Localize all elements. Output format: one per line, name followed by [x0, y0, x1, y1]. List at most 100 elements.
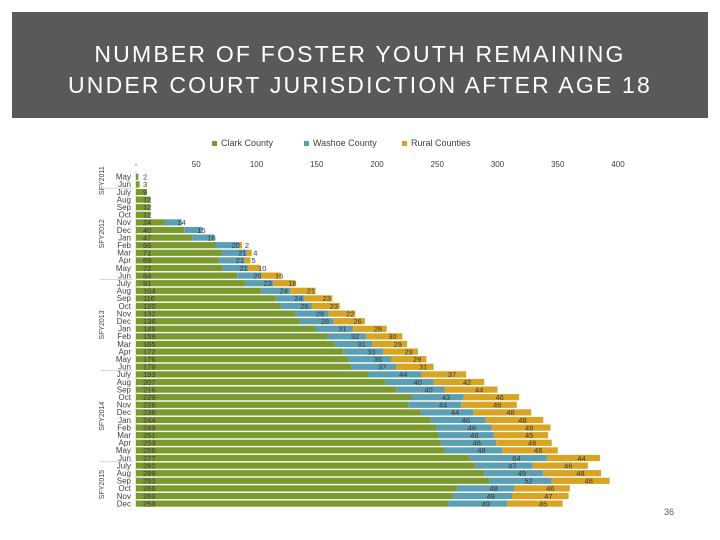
bar-washoe [221, 249, 247, 256]
x-tick-label: 200 [370, 160, 384, 169]
bar-washoe [261, 287, 291, 294]
bar-clark [136, 401, 409, 408]
legend-swatch-clark [212, 141, 217, 147]
data-label-clark: 207 [143, 378, 156, 387]
bar-clark [136, 318, 300, 325]
bar-washoe [192, 234, 215, 241]
data-label-clark: 165 [143, 340, 156, 349]
y-tick-label: Mar [117, 340, 131, 349]
bar-clark [136, 295, 276, 302]
bar-clark [136, 234, 193, 241]
legend-label-washoe: Washoe County [313, 138, 377, 148]
data-label-rural: 29 [413, 355, 421, 364]
data-label-washoe: 28 [316, 309, 324, 318]
bar-clark [136, 188, 147, 196]
data-label-clark: 84 [143, 271, 151, 280]
bar-washoe [348, 356, 392, 363]
bar-clark [136, 340, 335, 348]
bar-clark [136, 356, 349, 363]
bar-washoe [385, 378, 434, 386]
data-label-washoe: 33 [367, 347, 375, 356]
y-tick-label: Aug [117, 287, 131, 296]
data-label-clark: 120 [143, 302, 156, 311]
data-label-rural: 47 [544, 492, 552, 501]
y-tick-label: Jun [118, 180, 131, 189]
legend-item-rural: Rural Counties [402, 138, 471, 148]
y-tick-label: Jun [118, 454, 131, 463]
bar-clark [136, 257, 220, 264]
y-tick-label: Nov [117, 401, 131, 410]
bar-washoe [219, 257, 245, 264]
data-label-washoe: 20 [253, 271, 261, 280]
data-label-washoe: 31 [338, 325, 346, 334]
bar-washoe [440, 439, 497, 446]
x-tick-label: 300 [491, 160, 505, 169]
data-label-rural: 5 [251, 256, 255, 265]
legend-item-clark: Clark County [212, 138, 273, 148]
bar-clark [136, 394, 412, 401]
data-label-washoe: 46 [470, 431, 478, 440]
bar-washoe [438, 432, 494, 439]
y-tick-label: Jun [118, 363, 131, 372]
bar-clark [136, 492, 453, 500]
y-tick-label: Dec [117, 499, 131, 508]
data-label-clark: 226 [143, 401, 156, 410]
y-tick-label: Mar [117, 431, 131, 440]
bar-washoe [315, 325, 353, 332]
bar-rural [383, 348, 418, 355]
data-label-clark: 24 [143, 218, 151, 227]
bar-washoe [275, 295, 305, 302]
bar-washoe [484, 470, 544, 477]
data-label-clark: 69 [143, 256, 151, 265]
data-label-washoe: 28 [321, 317, 329, 326]
bar-clark [136, 416, 431, 424]
bar-rural [463, 394, 520, 401]
legend-swatch-washoe [304, 141, 309, 147]
bar-clark [136, 219, 165, 226]
y-tick-label: Apr [119, 439, 132, 448]
y-tick-label: Oct [119, 393, 132, 402]
bar-rural [502, 447, 558, 454]
bar-rural [246, 249, 252, 256]
data-label-washoe: 21 [238, 249, 246, 258]
data-label-clark: 40 [143, 226, 151, 235]
y-tick-label: Oct [119, 484, 132, 493]
bar-washoe [245, 280, 274, 287]
y-tick-label: May [116, 264, 131, 273]
bar-rural [261, 272, 281, 279]
data-label-clark: 72 [143, 264, 151, 273]
bar-rural [543, 470, 602, 477]
data-label-rural: 46 [493, 401, 501, 410]
x-tick-label: 150 [310, 160, 324, 169]
data-label-clark: 9 [143, 188, 147, 197]
x-tick-label: 350 [551, 160, 565, 169]
y-tick-label: Jun [118, 271, 131, 280]
bar-clark [136, 211, 151, 218]
data-label-washoe: 18 [207, 233, 215, 242]
data-label-clark: 282 [143, 461, 156, 470]
bar-clark [136, 173, 139, 180]
bar-rural [273, 280, 296, 287]
data-label-clark: 159 [143, 332, 156, 341]
y-tick-label: Jan [118, 325, 131, 334]
data-label-rural: 29 [404, 347, 412, 356]
data-label-clark: 216 [143, 385, 156, 394]
data-label-rural: 48 [506, 408, 514, 417]
bar-rural [239, 242, 243, 249]
legend-label-rural: Rural Counties [411, 138, 471, 148]
bar-clark [136, 226, 185, 234]
y-tick-label: Nov [117, 309, 131, 318]
data-label-clark: 149 [143, 325, 156, 334]
data-label-rural: 4 [253, 249, 257, 258]
fiscal-year-label: SFY2012 [99, 219, 106, 248]
data-label-clark: 244 [143, 416, 156, 425]
bar-washoe [452, 492, 512, 500]
data-label-rural: 37 [448, 370, 456, 379]
data-label-rural: 44 [577, 454, 585, 463]
bar-washoe [351, 363, 397, 370]
data-label-washoe: 24 [280, 287, 288, 296]
bar-rural [352, 325, 387, 332]
data-label-rural: 44 [475, 385, 483, 394]
bar-clark [136, 325, 316, 332]
y-tick-label: Mar [117, 249, 131, 258]
